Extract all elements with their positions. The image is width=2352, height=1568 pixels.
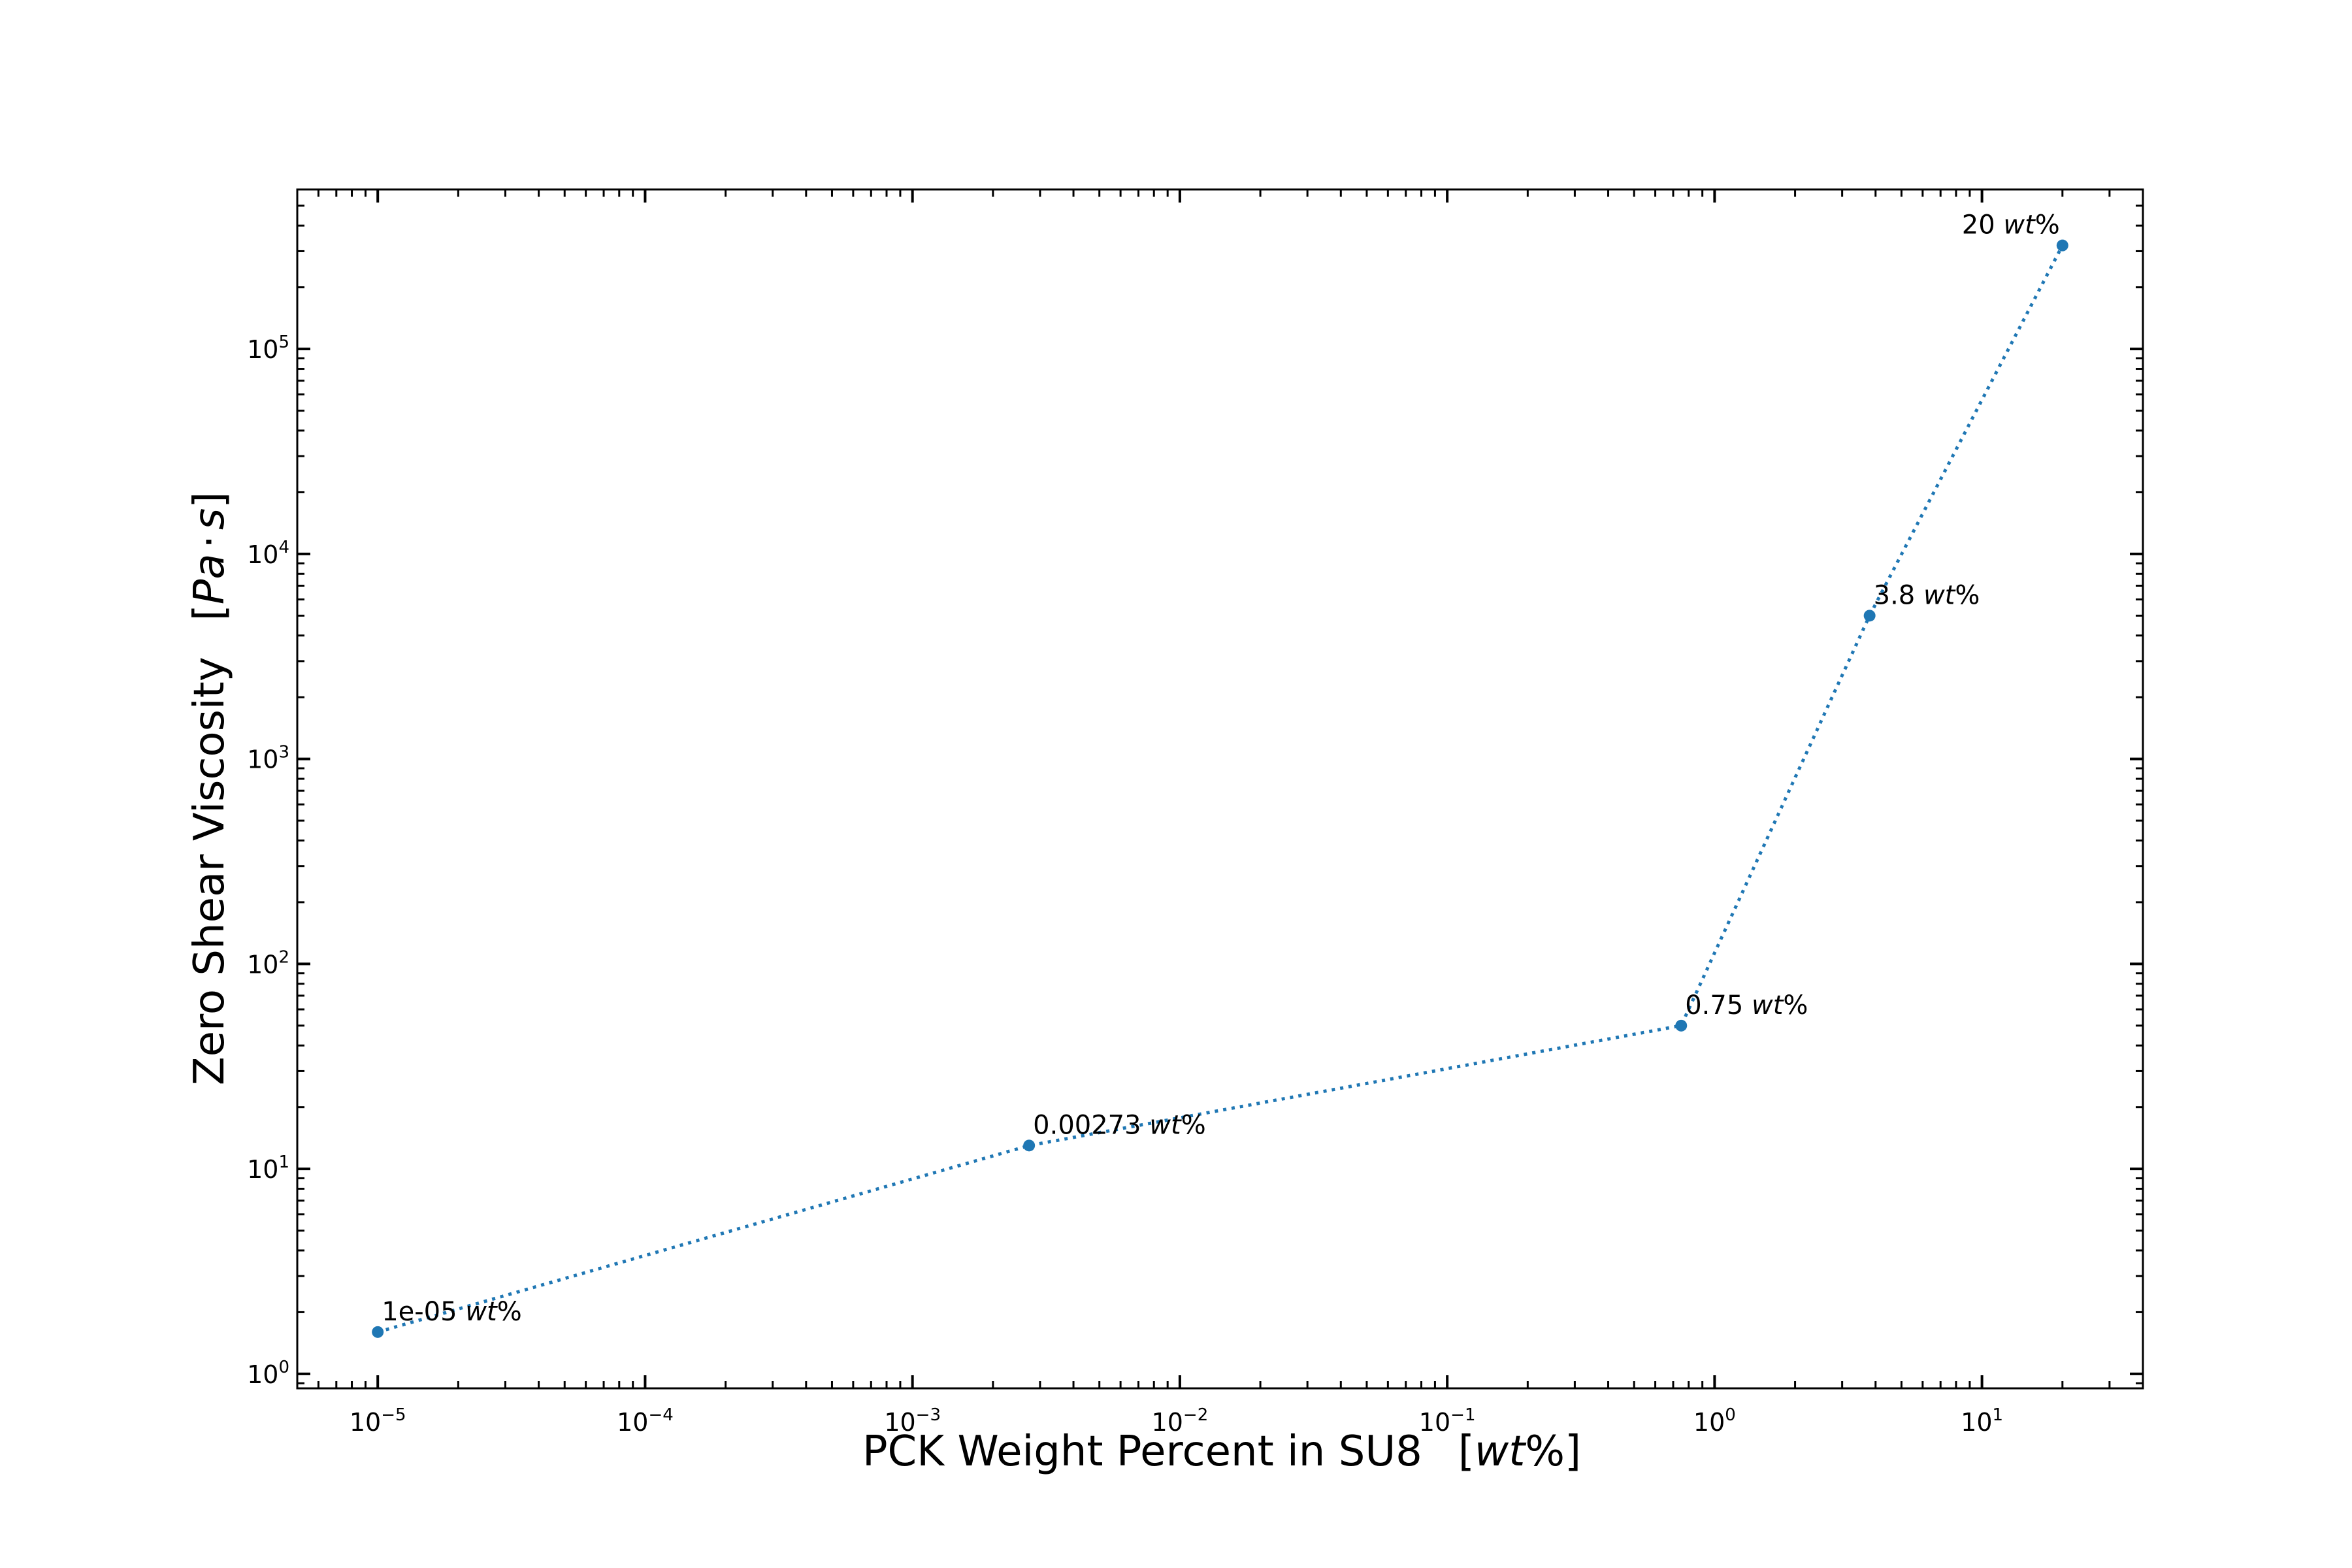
- data-point-label-unit: wt: [1923, 580, 1956, 610]
- x-tick-exp: −2: [1183, 1405, 1208, 1425]
- minor-ticks: [296, 188, 2144, 1388]
- data-point-marker: [1863, 610, 1876, 622]
- y-tick-exp: 5: [278, 333, 289, 352]
- x-tick-base: 10: [1152, 1408, 1183, 1437]
- data-point-label: 1e-05 wt%: [382, 1297, 522, 1327]
- y-tick-base: 10: [247, 950, 278, 979]
- x-tick-base: 10: [1961, 1408, 1992, 1437]
- y-tick-exp: 1: [278, 1152, 289, 1172]
- y-tick-exp: 4: [278, 538, 289, 557]
- y-axis-label-text: Zero Shear Viscosity: [186, 657, 234, 1085]
- x-axis-label-close: ]: [1565, 1428, 1581, 1476]
- x-tick-exp: −4: [648, 1405, 673, 1425]
- y-tick-exp: 2: [278, 947, 289, 967]
- data-point-label-num: 0.00273: [1033, 1110, 1149, 1140]
- data-point-label-pct: %: [1181, 1110, 1206, 1140]
- x-axis-label-open: [: [1458, 1428, 1475, 1476]
- x-axis-label-text: PCK Weight Percent in SU8: [862, 1428, 1422, 1476]
- x-tick-exp: 1: [1993, 1405, 2004, 1425]
- data-point-label: 0.00273 wt%: [1033, 1110, 1206, 1140]
- y-axis-label-u2: s: [186, 508, 234, 530]
- x-tick-label: 10−2: [1152, 1405, 1209, 1437]
- x-tick-exp: −3: [916, 1405, 941, 1425]
- x-tick-base: 10: [1693, 1408, 1725, 1437]
- y-tick-base: 10: [247, 1155, 278, 1184]
- x-tick-exp: 0: [1725, 1405, 1736, 1425]
- y-tick-label: 105: [247, 333, 289, 364]
- data-point-marker: [2056, 239, 2068, 252]
- data-point-label-unit: wt: [2003, 210, 2036, 240]
- y-axis-label-dot: ·: [186, 535, 234, 548]
- data-point-marker: [372, 1326, 384, 1338]
- x-tick-label: 100: [1693, 1405, 1736, 1437]
- x-tick-base: 10: [617, 1408, 648, 1437]
- data-point-label-pct: %: [497, 1297, 522, 1327]
- x-tick-base: 10: [884, 1408, 915, 1437]
- y-tick-base: 10: [247, 335, 278, 364]
- y-axis-label-open: [: [186, 604, 234, 621]
- series-markers: [372, 239, 2068, 1338]
- y-axis-label: Zero Shear Viscosity [Pa · s]: [186, 492, 234, 1085]
- data-point-label-unit: wt: [1752, 990, 1784, 1021]
- x-tick-exp: −1: [1450, 1405, 1475, 1425]
- x-axis-label: PCK Weight Percent in SU8 [wt%]: [862, 1428, 1581, 1476]
- series-line: [377, 244, 2065, 1334]
- y-tick-label: 100: [247, 1358, 289, 1389]
- y-tick-label: 102: [247, 947, 289, 979]
- y-tick-base: 10: [247, 540, 278, 569]
- x-tick-label: 10−5: [350, 1405, 406, 1437]
- y-axis-label-u1: Pa: [186, 553, 234, 604]
- data-point-label-num: 20: [1962, 210, 2004, 240]
- y-axis-label-close: ]: [186, 492, 234, 508]
- y-tick-exp: 0: [278, 1358, 289, 1377]
- x-tick-base: 10: [350, 1408, 381, 1437]
- x-tick-label: 10−4: [617, 1405, 674, 1437]
- x-axis-label-unit: wt: [1475, 1428, 1527, 1476]
- data-point-label-unit: wt: [1149, 1110, 1182, 1140]
- x-tick-label: 10−3: [884, 1405, 941, 1437]
- y-tick-base: 10: [247, 1360, 278, 1389]
- data-point-label: 20 wt%: [1962, 210, 2060, 240]
- data-point-label-pct: %: [2035, 210, 2060, 240]
- data-point-label-num: 3.8: [1874, 580, 1923, 610]
- y-tick-label: 101: [247, 1152, 289, 1184]
- x-tick-label: 101: [1961, 1405, 2003, 1437]
- y-tick-label: 104: [247, 538, 289, 569]
- point-annotations: 1e-05 wt%0.00273 wt%0.75 wt%3.8 wt%20 wt…: [382, 210, 2060, 1327]
- x-tick-label: 10−1: [1419, 1405, 1476, 1437]
- data-point-label-num: 1e-05: [382, 1297, 465, 1327]
- data-point-label-unit: wt: [465, 1297, 498, 1327]
- data-point-label-pct: %: [1783, 990, 1808, 1021]
- data-point-marker: [1023, 1139, 1036, 1152]
- y-tick-label: 103: [247, 743, 289, 774]
- data-point-label: 0.75 wt%: [1685, 990, 1808, 1021]
- data-point-marker: [1675, 1019, 1688, 1032]
- x-tick-base: 10: [1419, 1408, 1450, 1437]
- y-tick-base: 10: [247, 745, 278, 774]
- plot-area-frame: [296, 188, 2144, 1390]
- x-tick-labels: 10−5 10−4 10−3 10−2 10−1 100 101: [350, 1405, 2003, 1437]
- data-point-label-pct: %: [1955, 580, 1980, 610]
- x-axis-label-pct: %: [1525, 1428, 1565, 1476]
- x-tick-exp: −5: [381, 1405, 406, 1425]
- major-ticks: [297, 189, 2143, 1388]
- y-tick-exp: 3: [278, 743, 289, 762]
- data-point-label-num: 0.75: [1685, 990, 1752, 1021]
- data-point-label: 3.8 wt%: [1874, 580, 1980, 610]
